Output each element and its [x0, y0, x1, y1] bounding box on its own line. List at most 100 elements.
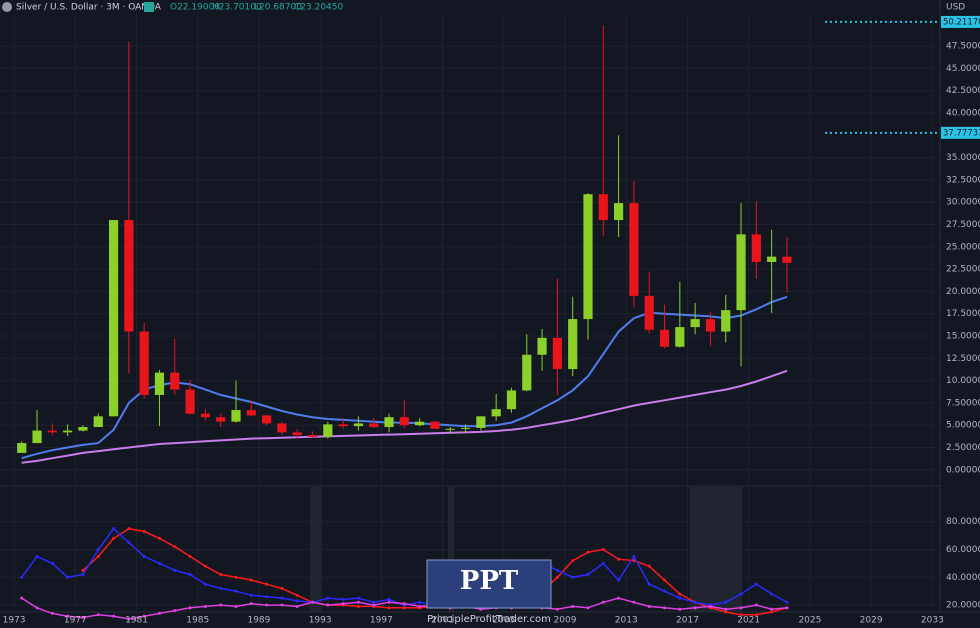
indicator-line-dot [647, 604, 651, 608]
indicator-line-dot [66, 575, 70, 579]
indicator-line-dot [387, 598, 391, 601]
candle-body [154, 372, 165, 395]
indicator-line-dot [601, 600, 605, 604]
indicator-line-dot [50, 611, 54, 615]
y-tick-label: 27.50000 [946, 220, 980, 230]
y-tick-label: 45.00000 [946, 64, 980, 74]
indicator-line-dot [356, 600, 360, 604]
indicator-line-dot [219, 586, 223, 590]
candle-body [522, 354, 532, 391]
candle-body [216, 417, 226, 422]
ohlc-low: L20.68700 [254, 3, 302, 13]
indicator-line-dot [66, 614, 70, 618]
candle-body [323, 424, 333, 437]
candle-body [629, 203, 639, 296]
indicator-line-dot [96, 548, 100, 551]
watermark-box [426, 559, 552, 609]
indicator-line-dot [418, 600, 422, 604]
indicator-line-dot [326, 596, 330, 600]
indicator-line-dot [157, 611, 161, 615]
candle-body [185, 389, 195, 414]
indicator-line-dot [203, 582, 207, 586]
indicator-line-dot [127, 541, 131, 545]
candle-body [200, 413, 210, 418]
candle-body [552, 337, 562, 370]
indicator-line-dot [81, 568, 85, 572]
indicator-line-dot [372, 600, 376, 604]
y-tick-label: 40.00000 [946, 109, 980, 119]
indicator-line-dot [601, 561, 605, 565]
y-tick-label: 35.00000 [946, 153, 980, 163]
y-tick-label: 30.00000 [946, 198, 980, 208]
y-tick-label: 17.50000 [946, 309, 980, 319]
indicator-line-dot [112, 614, 116, 618]
indicator-line-dot [739, 606, 743, 610]
x-tick-label: 1977 [64, 616, 87, 626]
x-tick-label: 2033 [921, 616, 944, 626]
candle-body [659, 329, 670, 347]
indicator-line-dot [663, 578, 667, 582]
candle-body [47, 430, 57, 433]
candle-body [338, 424, 348, 427]
indicator-line-dot [50, 561, 54, 565]
indicator-line-dot [754, 582, 758, 586]
y-tick-label: 47.50000 [946, 42, 980, 52]
indicator-line-dot [265, 603, 269, 607]
indicator-line-dot [678, 607, 682, 611]
candle-body [124, 220, 134, 332]
candle-body [108, 220, 119, 417]
y-tick-label: 10.00000 [946, 376, 980, 386]
indicator-line-dot [555, 575, 559, 579]
candle-body [170, 372, 180, 390]
indicator-line-dot [280, 596, 284, 600]
candle-body [32, 430, 42, 444]
indicator-line-dot [632, 600, 636, 604]
indicator-line-dot [785, 600, 789, 604]
price-label: 50.21170 [943, 17, 980, 27]
indicator-line-dot [724, 607, 728, 611]
x-tick-label: 2013 [615, 616, 638, 626]
candle-body [292, 432, 302, 436]
indicator-line-dot [617, 557, 621, 561]
x-tick-label: 1993 [309, 616, 332, 626]
y-tick-label: 60.0000 [946, 545, 980, 555]
indicator-line-dot [387, 606, 391, 610]
indicator-line-dot [96, 554, 100, 558]
x-tick-label: 2005 [492, 616, 515, 626]
indicator-line-dot [770, 610, 774, 614]
currency[interactable]: USD [946, 3, 965, 13]
indicator-line-dot [142, 554, 146, 558]
x-tick-label: 2025 [798, 616, 821, 626]
y-tick-label: 15.00000 [946, 332, 980, 342]
indicator-line-dot [142, 529, 146, 533]
candle-body [721, 310, 731, 332]
indicator-line-dot [265, 582, 269, 586]
indicator-line-dot [372, 603, 376, 607]
y-tick-label: 12.50000 [946, 354, 980, 364]
indicator-line-dot [632, 554, 636, 558]
indicator-line-dot [249, 602, 253, 606]
candle-body [690, 319, 700, 328]
indicator-line-dot [173, 568, 177, 572]
y-tick-label: 5.00000 [946, 421, 980, 431]
indicator-line-dot [188, 573, 192, 576]
candle-body [369, 423, 379, 428]
indicator-line-dot [770, 592, 774, 596]
indicator-line-dot [35, 554, 39, 558]
y-tick-label: 22.50000 [946, 265, 980, 275]
symbol-title[interactable]: Silver / U.S. Dollar · 3M · OANDA [16, 3, 162, 13]
indicator-line-dot [35, 606, 39, 610]
candle-body [17, 443, 27, 453]
indicator-line-dot [96, 613, 100, 617]
candle-body [277, 423, 287, 433]
indicator-line-dot [234, 604, 238, 608]
candle-body [63, 430, 73, 433]
indicator-line-dot [219, 603, 223, 607]
indicator-line-dot [693, 600, 697, 604]
watermark-logo: PPT [460, 566, 519, 596]
indicator-line-dot [754, 603, 758, 607]
y-tick-label: 7.50000 [946, 398, 980, 408]
candle-body [384, 417, 394, 428]
indicator-line-dot [280, 586, 284, 590]
y-tick-label: 32.50000 [946, 175, 980, 185]
